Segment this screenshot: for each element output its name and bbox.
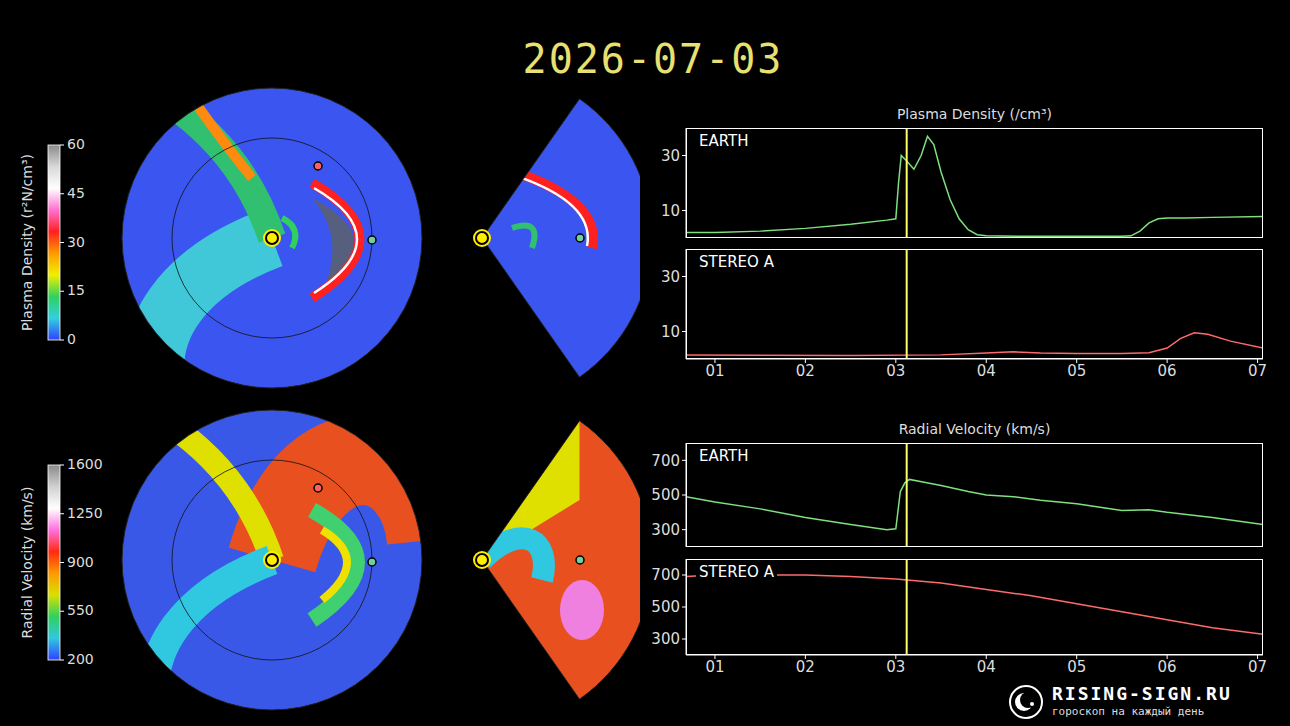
svg-text:06: 06: [1158, 658, 1177, 676]
svg-text:02: 02: [796, 362, 815, 380]
svg-text:30: 30: [661, 147, 680, 165]
svg-text:900: 900: [67, 554, 94, 570]
svg-text:03: 03: [886, 658, 905, 676]
svg-text:06: 06: [1158, 362, 1177, 380]
svg-text:05: 05: [1067, 658, 1086, 676]
svg-text:0: 0: [67, 331, 76, 347]
html-text:Plasma Density (/cm³): Plasma Density (/cm³): [896, 106, 1053, 122]
svg-text:04: 04: [977, 362, 996, 380]
svg-text:700: 700: [651, 452, 680, 470]
svg-text:01: 01: [705, 362, 724, 380]
svg-text:10: 10: [661, 202, 680, 220]
svg-text:Radial Velocity (km/s): Radial Velocity (km/s): [19, 487, 35, 639]
html-text:гороскоп на каждый день: гороскоп на каждый день: [1052, 705, 1205, 718]
svg-text:02: 02: [796, 658, 815, 676]
svg-text:1600: 1600: [67, 456, 103, 472]
svg-text:45: 45: [67, 185, 85, 201]
svg-text:500: 500: [651, 486, 680, 504]
svg-text:15: 15: [67, 282, 85, 298]
svg-text:03: 03: [886, 362, 905, 380]
svg-text:07: 07: [1248, 362, 1267, 380]
svg-text:05: 05: [1067, 362, 1086, 380]
svg-text:07: 07: [1248, 658, 1267, 676]
svg-text:550: 550: [67, 602, 94, 618]
html-text:EARTH: EARTH: [699, 132, 749, 150]
svg-text:300: 300: [651, 521, 680, 539]
svg-text:300: 300: [651, 630, 680, 648]
svg-text:200: 200: [67, 651, 94, 667]
svg-text:Plasma Density (r²N/cm³): Plasma Density (r²N/cm³): [19, 154, 35, 331]
html-text:STEREO A: STEREO A: [699, 253, 774, 271]
svg-text:10: 10: [661, 323, 680, 341]
html-text:RISING-SIGN.RU: RISING-SIGN.RU: [1052, 683, 1232, 704]
html-text:EARTH: EARTH: [699, 447, 749, 465]
svg-text:1250: 1250: [67, 505, 103, 521]
svg-text:30: 30: [67, 234, 85, 250]
html-text:Radial Velocity (km/s): Radial Velocity (km/s): [898, 421, 1051, 437]
svg-text:01: 01: [705, 658, 724, 676]
html-text:2026-07-03: 2026-07-03: [522, 36, 784, 82]
svg-text:60: 60: [67, 136, 85, 152]
svg-text:700: 700: [651, 566, 680, 584]
html-text:STEREO A: STEREO A: [699, 563, 774, 581]
svg-text:04: 04: [977, 658, 996, 676]
svg-text:30: 30: [661, 268, 680, 286]
svg-text:500: 500: [651, 598, 680, 616]
